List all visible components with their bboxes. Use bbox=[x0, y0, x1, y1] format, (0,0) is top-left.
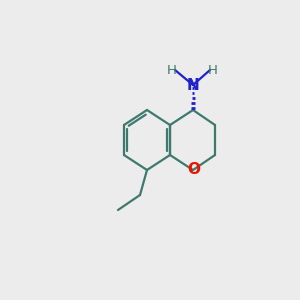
Text: H: H bbox=[167, 64, 177, 76]
Text: N: N bbox=[187, 77, 200, 92]
Text: O: O bbox=[188, 163, 200, 178]
Text: H: H bbox=[208, 64, 218, 76]
